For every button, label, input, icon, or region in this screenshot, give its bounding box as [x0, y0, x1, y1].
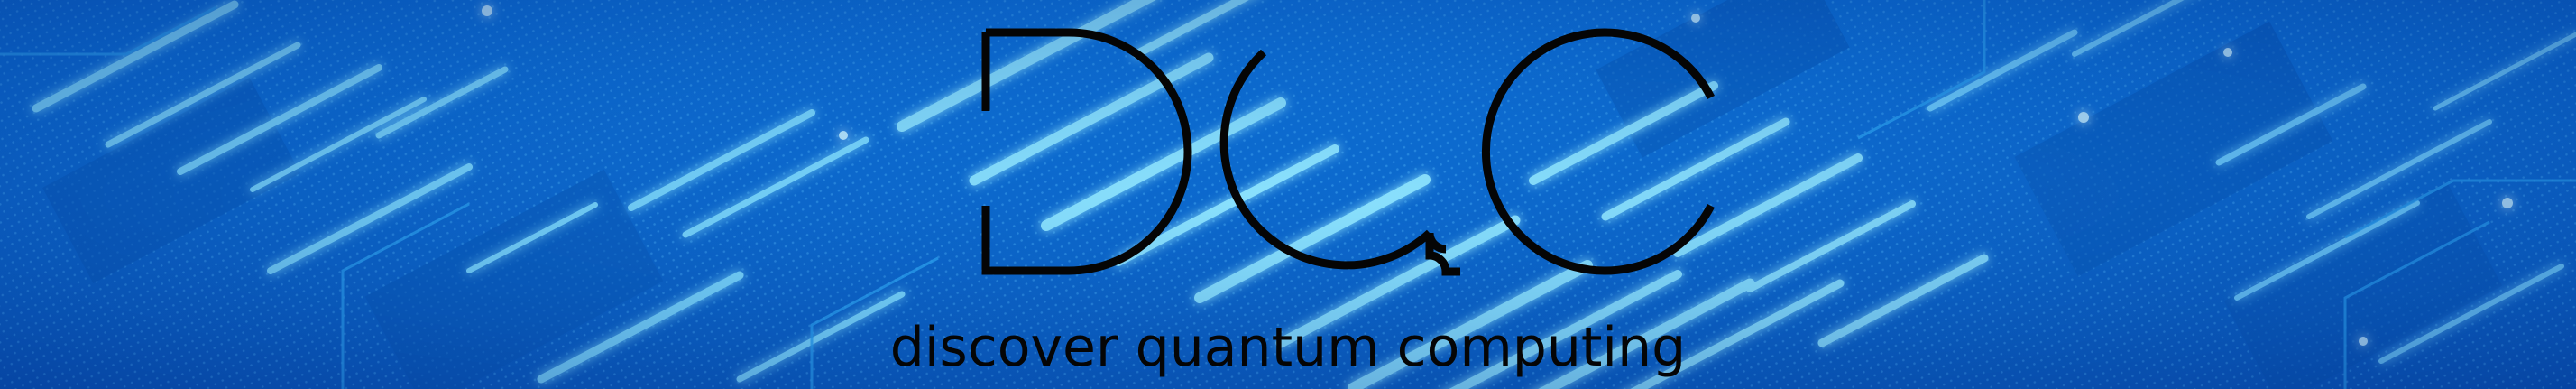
dqc-logo-icon — [981, 28, 1716, 276]
tagline-text: discover quantum computing — [889, 316, 1687, 379]
dqc-logo[interactable] — [979, 25, 1718, 278]
